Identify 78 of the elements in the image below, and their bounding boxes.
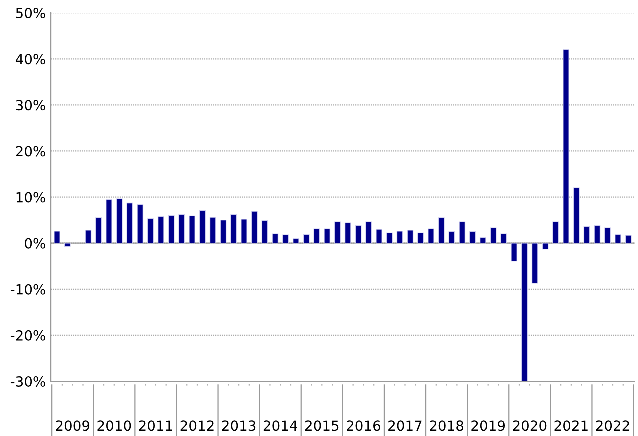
bar <box>448 231 456 244</box>
bar <box>178 214 186 244</box>
bar <box>459 222 466 244</box>
bar <box>96 218 102 244</box>
bar <box>334 222 341 244</box>
bar <box>532 242 538 284</box>
bar <box>376 229 382 244</box>
bar <box>303 234 310 244</box>
bar <box>584 226 590 244</box>
bar <box>552 222 560 244</box>
bar <box>355 225 362 244</box>
bar <box>542 242 549 250</box>
bar <box>521 242 528 382</box>
bar <box>366 222 372 244</box>
bar <box>292 238 300 244</box>
bar <box>64 242 71 247</box>
bar <box>148 218 154 244</box>
bar <box>500 234 508 244</box>
x-tick-label: 2012 <box>180 420 214 432</box>
x-tick-label: 2013 <box>222 420 256 432</box>
bar <box>480 237 486 244</box>
bar <box>314 228 320 244</box>
bar <box>241 219 248 244</box>
bar <box>490 228 497 244</box>
bar <box>158 216 164 244</box>
bar <box>396 231 404 244</box>
x-tick-label: 2014 <box>264 420 298 432</box>
bar <box>137 204 144 244</box>
bar <box>604 228 612 244</box>
x-tick-label: 2021 <box>554 420 588 432</box>
y-tick-label: -10% <box>10 284 46 295</box>
y-tick-label: 50% <box>16 8 46 19</box>
bar <box>85 230 92 244</box>
y-tick-label: 30% <box>16 100 46 111</box>
bar <box>563 50 570 244</box>
bar <box>251 211 258 244</box>
x-tick-label: 2017 <box>388 420 422 432</box>
bar <box>106 199 112 244</box>
bar <box>199 210 206 244</box>
bar <box>282 234 289 244</box>
y-tick-label: 20% <box>16 146 46 157</box>
bar <box>511 242 518 262</box>
y-tick-label: 0% <box>25 238 46 249</box>
x-tick-label: 2011 <box>139 420 172 432</box>
bar <box>625 235 632 244</box>
bar <box>573 188 580 244</box>
bar <box>189 216 196 244</box>
x-tick-label: 2015 <box>305 420 339 432</box>
bar <box>210 217 216 244</box>
bar <box>438 218 445 244</box>
bar <box>418 232 424 244</box>
x-tick-label: 2018 <box>430 420 464 432</box>
bar <box>126 202 134 244</box>
bar <box>344 222 352 244</box>
bar <box>614 234 622 244</box>
bar <box>407 230 414 244</box>
y-tick-label: -30% <box>10 376 46 387</box>
x-tick-label: 2020 <box>513 420 547 432</box>
bar <box>324 228 331 244</box>
bar <box>470 231 476 244</box>
bar <box>594 225 601 244</box>
bar <box>54 231 60 244</box>
bar <box>386 232 393 244</box>
bar <box>220 220 227 244</box>
bar <box>116 198 123 244</box>
x-tick-label: 2016 <box>347 420 380 432</box>
bar <box>428 228 434 244</box>
x-tick-label: 2022 <box>596 420 630 432</box>
bar <box>262 220 268 244</box>
bar <box>168 215 175 244</box>
bar <box>230 214 238 244</box>
y-tick-label: 40% <box>16 54 46 65</box>
x-tick-label: 2019 <box>472 420 506 432</box>
y-tick-label: -20% <box>10 330 46 341</box>
bar <box>272 234 279 244</box>
x-tick-label: 2010 <box>98 420 132 432</box>
x-tick-label: 2009 <box>56 420 90 432</box>
y-tick-label: 10% <box>16 192 46 203</box>
